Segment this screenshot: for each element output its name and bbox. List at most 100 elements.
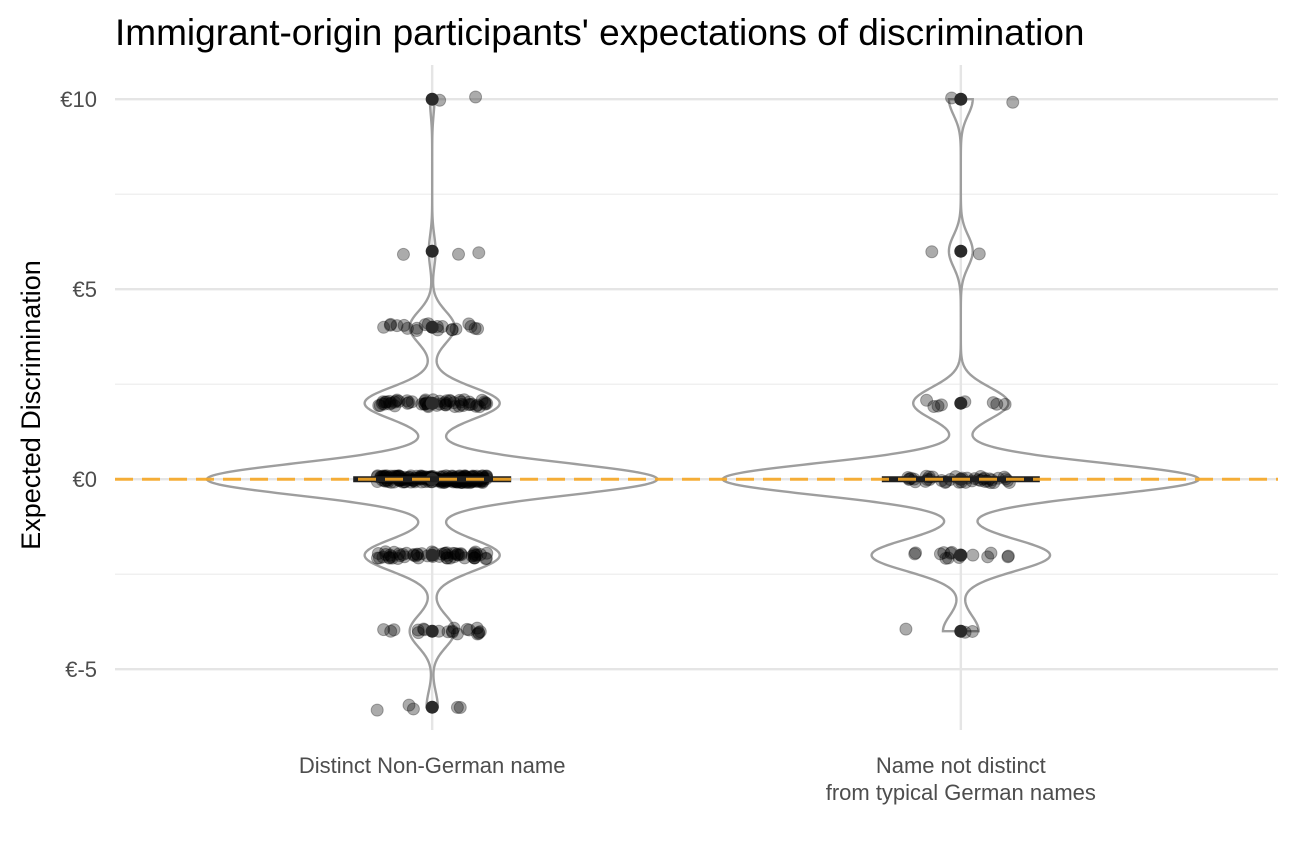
- data-point: [439, 398, 453, 412]
- data-point: [462, 317, 476, 331]
- data-point: [469, 399, 483, 413]
- data-point: [443, 394, 457, 408]
- data-point: [439, 397, 453, 411]
- data-point: [453, 393, 467, 407]
- level-point: [425, 244, 439, 258]
- data-point: [402, 698, 416, 712]
- level-point: [954, 396, 968, 410]
- data-point: [438, 396, 452, 410]
- data-point: [376, 550, 390, 564]
- data-point: [378, 395, 392, 409]
- data-point: [467, 551, 481, 565]
- data-point: [385, 551, 399, 565]
- data-point: [411, 626, 425, 640]
- data-point: [410, 548, 424, 562]
- data-point: [371, 551, 385, 565]
- data-point: [401, 396, 415, 410]
- data-point: [438, 546, 452, 560]
- data-point: [933, 547, 947, 561]
- y-tick-label: €0: [73, 467, 97, 492]
- data-point: [462, 623, 476, 637]
- data-point: [382, 550, 396, 564]
- data-point: [468, 551, 482, 565]
- data-point: [478, 395, 492, 409]
- data-point: [1006, 95, 1020, 109]
- data-point: [465, 549, 479, 563]
- data-point: [457, 393, 471, 407]
- data-point: [382, 551, 396, 565]
- data-point: [393, 549, 407, 563]
- data-point: [390, 319, 404, 333]
- data-point: [925, 245, 939, 259]
- data-point: [1001, 549, 1015, 563]
- data-point: [400, 321, 414, 335]
- data-point: [449, 322, 463, 336]
- data-point: [440, 548, 454, 562]
- data-point: [990, 397, 1004, 411]
- data-point: [468, 549, 482, 563]
- data-point: [379, 545, 393, 559]
- data-point: [385, 550, 399, 564]
- data-point: [447, 550, 461, 564]
- data-point: [440, 551, 454, 565]
- data-point: [379, 548, 393, 562]
- data-point: [410, 547, 424, 561]
- data-point: [480, 546, 494, 560]
- y-axis-label: Expected Discrimination: [16, 260, 46, 550]
- level-point: [954, 548, 968, 562]
- data-point: [377, 320, 391, 334]
- data-point: [452, 399, 466, 413]
- data-point: [390, 393, 404, 407]
- data-point: [480, 396, 494, 410]
- data-point: [388, 399, 402, 413]
- data-point: [452, 548, 466, 562]
- data-point: [445, 624, 459, 638]
- data-point: [452, 247, 466, 261]
- data-point: [371, 546, 385, 560]
- data-point: [475, 393, 489, 407]
- data-point: [998, 397, 1012, 411]
- data-point: [376, 395, 390, 409]
- data-point: [451, 547, 465, 561]
- data-point: [438, 546, 452, 560]
- level-point: [425, 548, 439, 562]
- data-point: [441, 625, 455, 639]
- data-point: [448, 546, 462, 560]
- data-point: [410, 324, 424, 338]
- y-tick-label: €-5: [65, 657, 97, 682]
- data-point: [447, 621, 461, 635]
- y-tick-label: €5: [73, 277, 97, 302]
- y-tick-label: €10: [60, 87, 97, 112]
- data-point: [387, 545, 401, 559]
- data-point: [392, 394, 406, 408]
- data-point: [388, 395, 402, 409]
- data-point: [406, 702, 420, 716]
- data-point: [479, 551, 493, 565]
- data-point: [440, 546, 454, 560]
- data-point: [391, 551, 405, 565]
- data-point: [966, 548, 980, 562]
- level-point: [425, 700, 439, 714]
- data-point: [407, 547, 421, 561]
- data-point: [397, 318, 411, 332]
- data-point: [402, 396, 416, 410]
- x-tick-label: Name not distinct from typical German na…: [825, 753, 1096, 805]
- data-point: [446, 546, 460, 560]
- data-point: [474, 547, 488, 561]
- data-point: [467, 547, 481, 561]
- data-point: [471, 627, 485, 641]
- level-point: [954, 244, 968, 258]
- data-point: [468, 545, 482, 559]
- data-point: [389, 394, 403, 408]
- data-point: [445, 625, 459, 639]
- data-point: [981, 550, 995, 564]
- data-point: [470, 548, 484, 562]
- data-point: [454, 548, 468, 562]
- level-point: [954, 92, 968, 106]
- data-point: [472, 626, 486, 640]
- data-point: [469, 90, 483, 104]
- data-point: [468, 321, 482, 335]
- data-point: [899, 622, 913, 636]
- data-point: [454, 547, 468, 561]
- data-point: [478, 397, 492, 411]
